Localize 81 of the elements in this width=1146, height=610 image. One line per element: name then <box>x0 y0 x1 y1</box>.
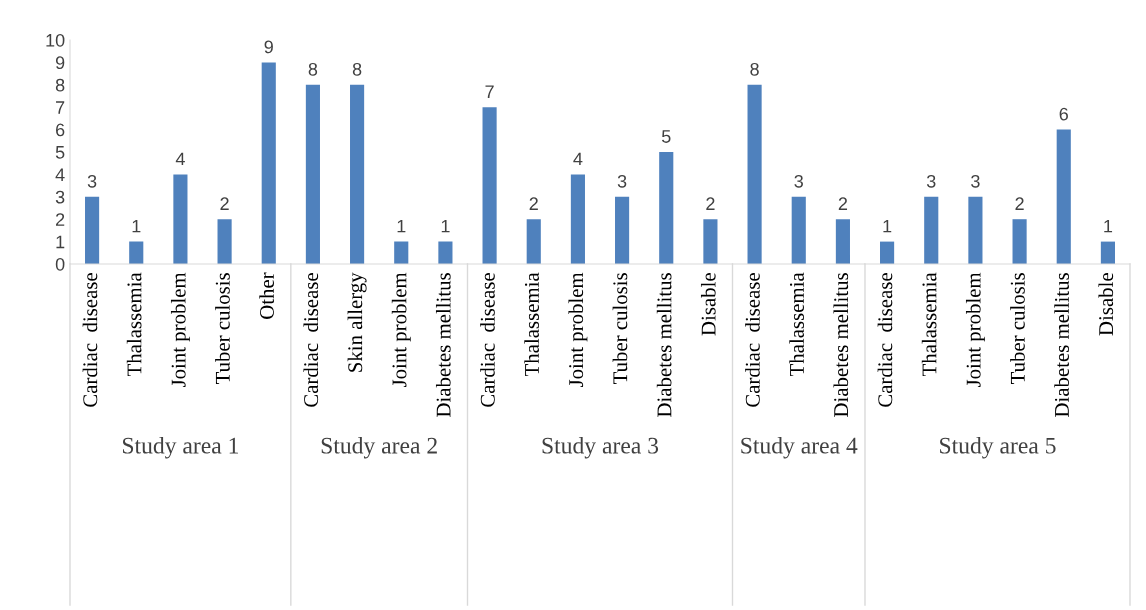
bar <box>526 219 541 264</box>
x-axis-title: Study area 3 <box>542 437 659 459</box>
bar <box>85 196 100 264</box>
x-tick-label: Diabetes mellitus <box>1054 273 1069 417</box>
x-tick-label: Disable <box>700 273 716 336</box>
y-tick-label: 4 <box>55 168 65 181</box>
data-label: 1 <box>441 219 450 233</box>
bar <box>1100 241 1115 264</box>
bar <box>1056 129 1071 264</box>
x-tick-label: Cardiac disease <box>303 273 319 407</box>
bar <box>1012 219 1027 264</box>
x-tick-label: Thalassemia <box>921 272 937 377</box>
data-label: 8 <box>308 62 318 76</box>
y-tick-label: 0 <box>55 257 65 271</box>
x-tick-label: Diabetes mellitus <box>656 273 672 417</box>
data-label: 2 <box>838 197 848 210</box>
x-tick-label: Tuber culosis <box>215 273 230 385</box>
data-label: 1 <box>132 219 141 233</box>
x-tick-label: Disable <box>1098 273 1114 336</box>
data-label: 8 <box>750 62 759 76</box>
data-label: 1 <box>883 219 892 233</box>
x-tick-label: Tuber culosis <box>1010 273 1025 385</box>
data-label: 1 <box>397 219 406 233</box>
bar <box>570 174 585 264</box>
bar <box>482 107 497 264</box>
y-tick-label: 2 <box>56 213 65 226</box>
x-tick-label: Diabetes mellitus <box>833 273 849 417</box>
data-label: 7 <box>485 85 494 98</box>
data-label: 2 <box>529 197 538 210</box>
data-label: 8 <box>352 62 362 76</box>
data-label: 3 <box>794 174 803 188</box>
data-label: 2 <box>1015 197 1024 210</box>
y-tick-label: 1 <box>56 235 65 249</box>
y-tick-label: 6 <box>56 123 65 137</box>
bar <box>615 196 630 264</box>
data-label: 5 <box>661 130 671 143</box>
bar <box>659 152 674 264</box>
x-axis-title: Study area 1 <box>122 437 239 459</box>
x-tick-label: Thalassemia <box>789 272 804 377</box>
y-tick-label: 5 <box>55 146 65 159</box>
y-tick-label: 9 <box>55 56 65 70</box>
x-tick-label: Cardiac disease <box>480 273 495 407</box>
x-axis-title: Study area 5 <box>940 437 1056 459</box>
x-tick-label: Diabetes mellitus <box>435 273 451 417</box>
x-tick-label: Cardiac disease <box>82 273 98 407</box>
y-tick-label: 8 <box>55 78 65 92</box>
data-label: 2 <box>220 197 229 210</box>
x-tick-label: Joint problem <box>170 272 190 388</box>
bar <box>968 196 983 264</box>
x-tick-label: Other <box>259 272 274 319</box>
bar <box>703 219 718 264</box>
bar <box>129 241 144 264</box>
data-label: 3 <box>926 174 936 188</box>
x-tick-label: Joint problem <box>568 272 588 388</box>
x-tick-label: Cardiac disease <box>745 273 760 407</box>
y-tick-label: 3 <box>55 190 65 204</box>
data-label: 3 <box>87 174 97 188</box>
x-tick-label: Thalassemia <box>524 272 539 377</box>
x-axis-title: Study area 4 <box>741 437 858 459</box>
y-tick-label: 7 <box>56 101 65 114</box>
data-label: 2 <box>706 197 715 210</box>
x-tick-label: Joint problem <box>965 272 985 388</box>
data-label: 3 <box>617 174 627 188</box>
x-axis-title: Study area 2 <box>321 437 437 459</box>
y-tick-label: 10 <box>46 33 65 47</box>
x-tick-label: Cardiac disease <box>877 273 893 407</box>
data-label: 1 <box>1104 219 1113 233</box>
x-tick-label: Tuber culosis <box>612 273 628 385</box>
x-tick-label: Thalassemia <box>126 272 142 377</box>
data-label: 9 <box>264 40 273 54</box>
data-label: 6 <box>1059 107 1068 121</box>
bar <box>173 174 188 264</box>
bar <box>217 219 232 264</box>
x-tick-label: Skin allergy <box>347 272 367 372</box>
bar <box>924 196 939 264</box>
x-tick-label: Joint problem <box>391 272 411 388</box>
bar <box>261 62 276 264</box>
data-label: 4 <box>573 152 583 166</box>
bar <box>880 241 895 264</box>
data-label: 3 <box>971 174 980 188</box>
data-label: 4 <box>175 152 185 166</box>
